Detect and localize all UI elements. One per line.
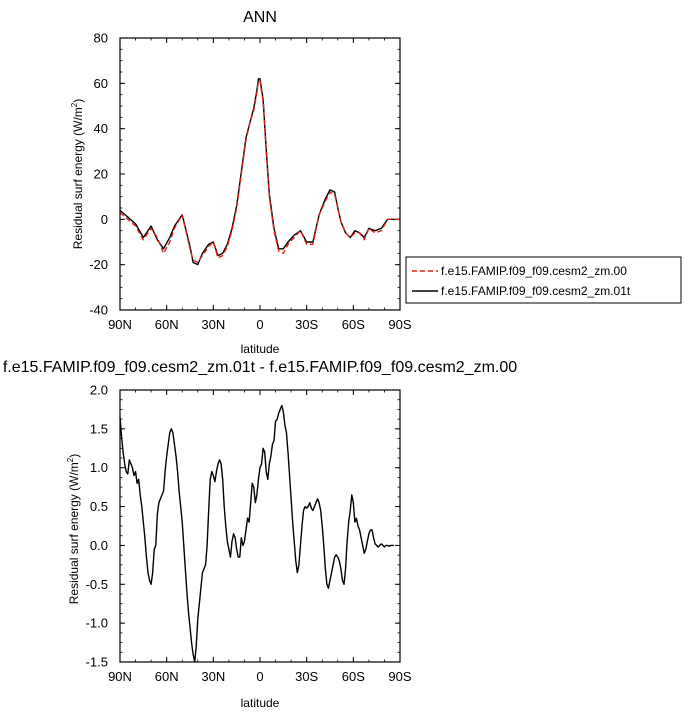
bottom-y-tick-label: 1.5	[90, 421, 108, 436]
legend-entry-01t: f.e15.FAMIP.f09_f09.cesm2_zm.01t	[441, 284, 631, 298]
top-chart-title: ANN	[243, 9, 277, 26]
svg-text:Residual surf energy (W/m2): Residual surf energy (W/m2)	[66, 454, 81, 605]
top-x-tick-label: 60N	[155, 317, 179, 332]
bottom-ylabel-end: )	[67, 454, 81, 458]
top-ylabel-sup: 2	[70, 102, 79, 107]
top-series-line	[119, 80, 400, 264]
bottom-series-line	[119, 404, 394, 663]
bottom-x-axis-label: latitude	[241, 696, 280, 710]
legend-entry-00: f.e15.FAMIP.f09_f09.cesm2_zm.00	[441, 264, 627, 278]
bottom-x-tick-label: 30S	[295, 669, 318, 684]
bottom-y-tick-label: 0.5	[90, 499, 108, 514]
top-series-line	[119, 78, 400, 266]
top-y-tick-label: -40	[89, 303, 108, 318]
bottom-y-tick-label: -0.5	[86, 577, 108, 592]
bottom-x-tick-label: 30N	[201, 669, 225, 684]
top-y-tick-label: 20	[94, 167, 108, 182]
svg-text:Residual surf energy (W/m2): Residual surf energy (W/m2)	[70, 99, 85, 250]
top-plot-frame	[119, 37, 401, 311]
top-y-tick-label: 60	[94, 76, 108, 91]
bottom-panel: f.e15.FAMIP.f09_f09.cesm2_zm.01t - f.e15…	[3, 359, 517, 710]
top-x-tick-label: 90N	[108, 317, 132, 332]
top-x-tick-label: 30S	[295, 317, 318, 332]
bottom-y-tick-label: 0.0	[90, 538, 108, 553]
top-x-axis-label: latitude	[241, 342, 280, 356]
bottom-x-tick-label: 60N	[155, 669, 179, 684]
top-ylabel-end: )	[71, 99, 85, 103]
bottom-y-axis-label: Residual surf energy (W/m2)	[66, 454, 81, 605]
top-y-axis-label: Residual surf energy (W/m2)	[70, 99, 85, 250]
legend: f.e15.FAMIP.f09_f09.cesm2_zm.00 f.e15.FA…	[405, 256, 682, 304]
bottom-y-tick-label: -1.5	[86, 655, 108, 670]
bottom-y-tick-label: -1.0	[86, 616, 108, 631]
bottom-x-tick-label: 0	[256, 669, 263, 684]
top-y-tick-label: 40	[94, 121, 108, 136]
bottom-y-tick-label: 2.0	[90, 383, 108, 398]
bottom-plot-frame	[119, 389, 401, 663]
bottom-chart-title: f.e15.FAMIP.f09_f09.cesm2_zm.01t - f.e15…	[3, 359, 517, 376]
top-ylabel-main: Residual surf energy (W/m	[71, 107, 85, 249]
top-x-tick-label: 60S	[342, 317, 365, 332]
top-panel: ANN Residual surf energy (W/m2) latitude…	[70, 9, 412, 356]
top-x-tick-label: 90S	[388, 317, 411, 332]
bottom-y-tick-label: 1.0	[90, 460, 108, 475]
top-x-tick-label: 30N	[201, 317, 225, 332]
top-y-tick-label: 0	[101, 212, 108, 227]
legend-box	[405, 256, 682, 304]
top-y-tick-label: -20	[89, 257, 108, 272]
bottom-ylabel-main: Residual surf energy (W/m	[67, 462, 81, 604]
bottom-ylabel-sup: 2	[66, 457, 75, 462]
bottom-x-tick-label: 90S	[388, 669, 411, 684]
bottom-x-tick-label: 60S	[342, 669, 365, 684]
top-x-tick-label: 0	[256, 317, 263, 332]
top-y-tick-label: 80	[94, 31, 108, 46]
bottom-x-tick-label: 90N	[108, 669, 132, 684]
